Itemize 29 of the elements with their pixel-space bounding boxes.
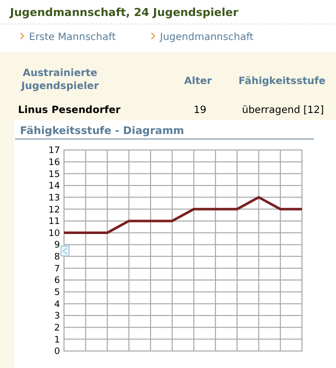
- y-tick-label: 12: [48, 205, 60, 216]
- chart-subtitle: Fähigkeitsstufe - Diagramm: [20, 125, 184, 137]
- text: Austrainierte Jugendspieler: [20, 68, 99, 92]
- y-tick-label: 17: [48, 146, 60, 156]
- y-tick-label: 15: [48, 170, 60, 180]
- y-tick-label: 13: [48, 193, 60, 204]
- y-tick-label: 0: [54, 347, 60, 358]
- y-tick-label: 2: [54, 324, 60, 334]
- line-series: [62, 196, 304, 234]
- text: Alter: [184, 76, 212, 87]
- y-tick-label: 6: [54, 276, 60, 286]
- y-tick-label: 7: [54, 264, 60, 274]
- y-tick-label: 9: [54, 240, 60, 251]
- y-tick-label: 5: [54, 288, 60, 298]
- y-tick-label: 11: [48, 217, 60, 228]
- y-tick-label: 8: [54, 252, 60, 263]
- text: Jugendmannschaft: [159, 32, 254, 43]
- chart-title: Jugendmannschaft, 24 Jugendspieler: [9, 6, 239, 19]
- y-tick-label: 3: [54, 312, 60, 322]
- text: 19: [194, 105, 206, 116]
- text: überragend [12]: [242, 105, 324, 116]
- y-tick-label: 4: [54, 300, 60, 310]
- y-tick-label: 16: [48, 158, 60, 168]
- y-tick-label: 1: [54, 335, 60, 346]
- text: Erste Mannschaft: [29, 32, 116, 43]
- text: Fähigkeitsstufe: [238, 76, 326, 87]
- text: Linus Pesendorfer: [18, 105, 121, 116]
- y-tick-label: 14: [48, 182, 60, 192]
- y-tick-label: 10: [48, 228, 60, 239]
